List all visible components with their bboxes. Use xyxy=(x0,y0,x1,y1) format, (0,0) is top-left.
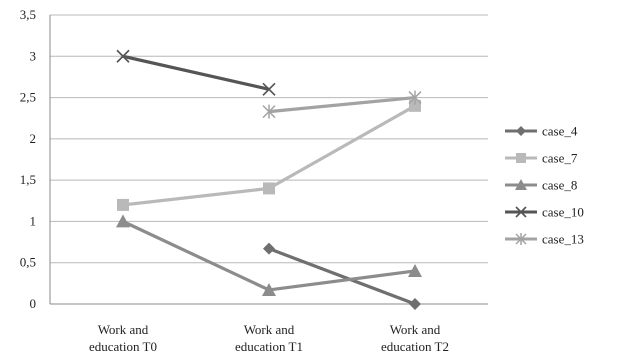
y-tick-label: 2 xyxy=(30,131,37,146)
series-case_8 xyxy=(116,214,422,296)
x-tick-label: Work and education T0 xyxy=(89,322,157,354)
series-case_4 xyxy=(263,242,421,310)
legend-item: case_10 xyxy=(505,205,584,220)
triangle-marker xyxy=(408,263,422,277)
star-marker xyxy=(408,90,422,105)
diamond-marker xyxy=(409,298,421,310)
legend-item: case_13 xyxy=(505,232,584,247)
series-case_7 xyxy=(117,99,421,211)
x-axis: Work and education T0 Work and education T1… xyxy=(89,322,449,354)
y-tick-label: 2,5 xyxy=(20,90,36,105)
legend-item: case_8 xyxy=(505,178,577,193)
square-marker xyxy=(117,198,129,211)
x-marker xyxy=(116,49,130,63)
y-tick-label: 0 xyxy=(30,296,37,311)
square-marker xyxy=(409,99,421,112)
legend-label: case_7 xyxy=(542,151,578,166)
legend-label: case_13 xyxy=(542,232,584,247)
triangle-marker xyxy=(262,282,276,296)
legend-item: case_7 xyxy=(505,151,578,166)
x-marker-stroke xyxy=(262,82,276,96)
y-tick-label: 3 xyxy=(30,48,37,63)
legend-label: case_8 xyxy=(542,178,577,193)
triangle-marker xyxy=(515,179,527,190)
series-case_10 xyxy=(116,49,276,96)
diamond-marker xyxy=(516,126,526,136)
x-marker xyxy=(515,206,527,218)
series-case_13 xyxy=(262,90,422,119)
diamond-marker xyxy=(263,242,275,255)
square-marker xyxy=(516,153,526,163)
legend: case_4 case_7 case_8 case_10 case_13 xyxy=(505,124,584,247)
x-tick-label: Work and education T1 xyxy=(235,322,303,354)
x-marker-stroke xyxy=(515,206,527,218)
gridlines xyxy=(49,14,488,305)
star-marker xyxy=(515,233,527,245)
series-line xyxy=(122,54,270,91)
y-axis: 0 0,5 1 1,5 2 2,5 3 3,5 xyxy=(20,7,36,311)
y-tick-label: 3,5 xyxy=(20,7,36,22)
legend-label: case_10 xyxy=(542,205,584,220)
x-tick-label: Work and education T2 xyxy=(381,322,449,354)
x-marker-stroke xyxy=(116,49,130,63)
series-line xyxy=(122,219,416,292)
x-marker xyxy=(262,82,276,96)
triangle-marker xyxy=(116,214,130,228)
y-tick-label: 1 xyxy=(30,213,37,228)
y-tick-label: 0,5 xyxy=(20,255,36,270)
legend-item: case_4 xyxy=(505,124,578,139)
star-marker xyxy=(262,104,276,119)
legend-label: case_4 xyxy=(542,124,578,139)
series-line xyxy=(268,247,416,306)
series-group xyxy=(116,49,422,310)
y-tick-label: 1,5 xyxy=(20,172,36,187)
square-marker xyxy=(263,182,275,195)
series-line xyxy=(268,95,416,114)
